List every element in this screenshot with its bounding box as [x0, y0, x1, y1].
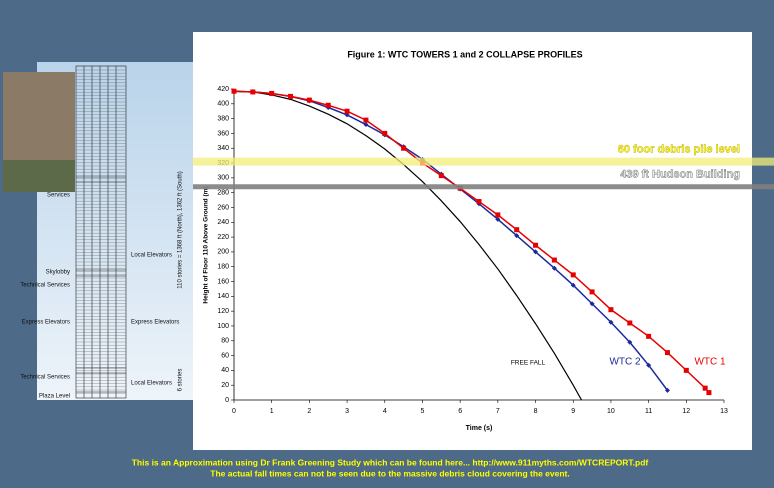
data-point [706, 390, 712, 396]
x-tick-label: 2 [307, 408, 311, 415]
base-label: 6 stories [178, 369, 184, 392]
data-point [495, 216, 501, 222]
data-point [664, 387, 670, 393]
x-axis-label: Time (s) [466, 425, 493, 432]
x-tick-label: 7 [496, 408, 500, 415]
y-tick-label: 40 [221, 367, 229, 374]
data-point [608, 307, 614, 313]
data-point [646, 333, 652, 339]
data-point [664, 350, 670, 356]
y-tick-label: 400 [217, 101, 229, 108]
data-point [646, 362, 652, 368]
y-tick-label: 380 [217, 115, 229, 122]
data-point [627, 339, 633, 345]
x-tick-label: 4 [383, 408, 387, 415]
data-point [344, 108, 350, 114]
y-tick-label: 180 [217, 264, 229, 271]
data-point [570, 272, 576, 278]
y-tick-label: 20 [221, 382, 229, 389]
diagram-label: Local Elevators [131, 381, 172, 387]
x-tick-label: 10 [607, 408, 615, 415]
data-point [589, 301, 595, 307]
data-point [363, 122, 369, 128]
data-point [288, 93, 294, 99]
y-tick-label: 280 [217, 190, 229, 197]
y-tick-label: 300 [217, 175, 229, 182]
data-point [250, 89, 256, 95]
series-line [233, 90, 583, 401]
x-tick-label: 9 [571, 408, 575, 415]
y-tick-label: 420 [217, 86, 229, 93]
y-tick-label: 240 [217, 219, 229, 226]
data-point [608, 319, 614, 325]
data-point [570, 282, 576, 288]
data-point [363, 117, 369, 123]
y-tick-label: 260 [217, 204, 229, 211]
chart-panel [193, 32, 752, 450]
data-point [514, 233, 520, 239]
data-point [683, 367, 689, 373]
caption-line: This is an Approximation using Dr Frank … [132, 457, 649, 467]
y-tick-label: 0 [225, 397, 229, 404]
caption-line: The actual fall times can not be seen du… [210, 468, 569, 478]
y-tick-label: 360 [217, 130, 229, 137]
data-point [231, 88, 237, 94]
data-point [514, 227, 520, 233]
data-point [495, 212, 501, 218]
x-tick-label: 0 [232, 408, 236, 415]
series-label: FREE FALL [511, 360, 546, 367]
data-point [382, 130, 388, 136]
y-tick-label: 120 [217, 308, 229, 315]
y-tick-label: 100 [217, 323, 229, 330]
diagram-label: Technical Services [20, 283, 70, 289]
y-tick-label: 60 [221, 352, 229, 359]
x-tick-label: 8 [534, 408, 538, 415]
band-label: 439 ft Hudson Building [620, 169, 740, 181]
data-point [306, 97, 312, 103]
data-point [325, 102, 331, 108]
diagram-label: Local Elevators [131, 253, 172, 259]
height-label: 110 stories = 1368 ft (North), 1362 ft (… [178, 171, 184, 288]
data-point [533, 242, 539, 248]
data-point [269, 90, 275, 96]
y-tick-label: 200 [217, 249, 229, 256]
data-point [627, 320, 633, 326]
x-tick-label: 12 [682, 408, 690, 415]
data-point [438, 173, 444, 179]
diagram-label: Plaza Level [39, 394, 70, 400]
building-schematic [75, 65, 127, 399]
data-point [401, 145, 407, 151]
data-point [476, 199, 482, 205]
diagram-label: Services [47, 193, 70, 199]
data-point [702, 385, 708, 391]
data-point [589, 289, 595, 295]
series-label: WTC 1 [694, 357, 726, 368]
band-label: 60 foor debris pile level [618, 143, 740, 155]
x-tick-label: 3 [345, 408, 349, 415]
data-point [551, 257, 557, 263]
x-tick-label: 1 [270, 408, 274, 415]
diagram-label: Technical Services [20, 375, 70, 381]
data-point [533, 249, 539, 255]
y-tick-label: 80 [221, 338, 229, 345]
data-point [551, 265, 557, 271]
diagram-label: Express Elevators [131, 320, 179, 326]
x-tick-label: 5 [421, 408, 425, 415]
diagram-label: Express Elevators [22, 320, 70, 326]
y-tick-label: 340 [217, 145, 229, 152]
photo-trees [3, 160, 75, 192]
y-axis-label: Height of Floor 110 Above Ground (m) [203, 186, 210, 303]
x-tick-label: 13 [720, 408, 728, 415]
y-tick-label: 160 [217, 278, 229, 285]
series-label: WTC 2 [609, 357, 641, 368]
diagram-label: Skylobby [46, 270, 70, 276]
y-tick-label: 140 [217, 293, 229, 300]
floor-lines [76, 69, 126, 394]
x-tick-label: 11 [645, 408, 652, 415]
x-tick-label: 6 [458, 408, 462, 415]
y-tick-label: 220 [217, 234, 229, 241]
chart-title: Figure 1: WTC TOWERS 1 and 2 COLLAPSE PR… [347, 49, 582, 59]
